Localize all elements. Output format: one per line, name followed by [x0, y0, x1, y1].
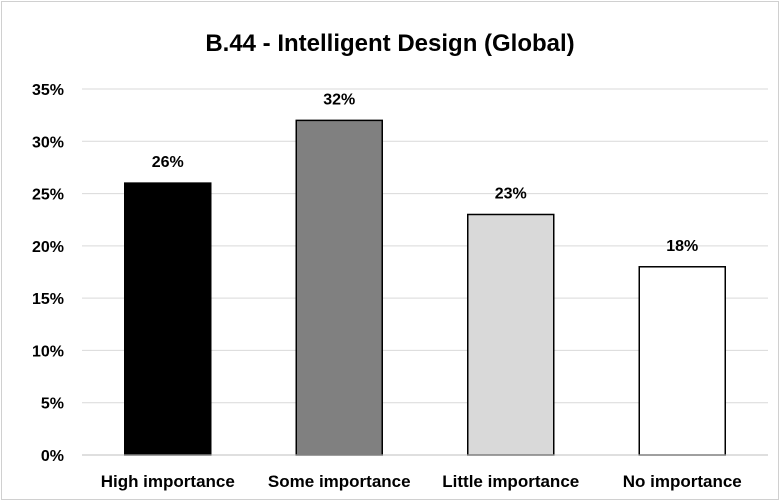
y-tick-label: 25%	[32, 187, 64, 204]
y-tick-label: 0%	[41, 448, 64, 465]
y-tick-label: 5%	[41, 396, 64, 413]
category-label: No importance	[623, 472, 742, 491]
x-axis-category-labels: High importance Some importance Little imp…	[101, 472, 742, 491]
bars	[124, 119, 726, 456]
bar	[124, 182, 212, 456]
y-tick-label: 20%	[32, 239, 64, 256]
data-label: 32%	[323, 91, 355, 108]
y-tick-label: 35%	[32, 82, 64, 99]
data-labels: 26% 32% 23% 18%	[152, 91, 699, 254]
y-tick-label: 10%	[32, 343, 64, 360]
bar	[467, 213, 555, 456]
data-label: 18%	[666, 238, 698, 255]
category-label: Some importance	[268, 472, 411, 491]
bar	[295, 119, 383, 456]
chart-title: B.44 - Intelligent Design (Global)	[205, 30, 575, 57]
category-label: High importance	[101, 472, 235, 491]
y-tick-label: 15%	[32, 291, 64, 308]
data-label: 23%	[495, 185, 527, 202]
y-tick-label: 30%	[32, 134, 64, 151]
data-label: 26%	[152, 154, 184, 171]
category-label: Little importance	[442, 472, 579, 491]
y-axis-tick-labels: 0% 5% 10% 15% 20% 25% 30% 35%	[32, 82, 64, 465]
bar	[638, 266, 726, 456]
